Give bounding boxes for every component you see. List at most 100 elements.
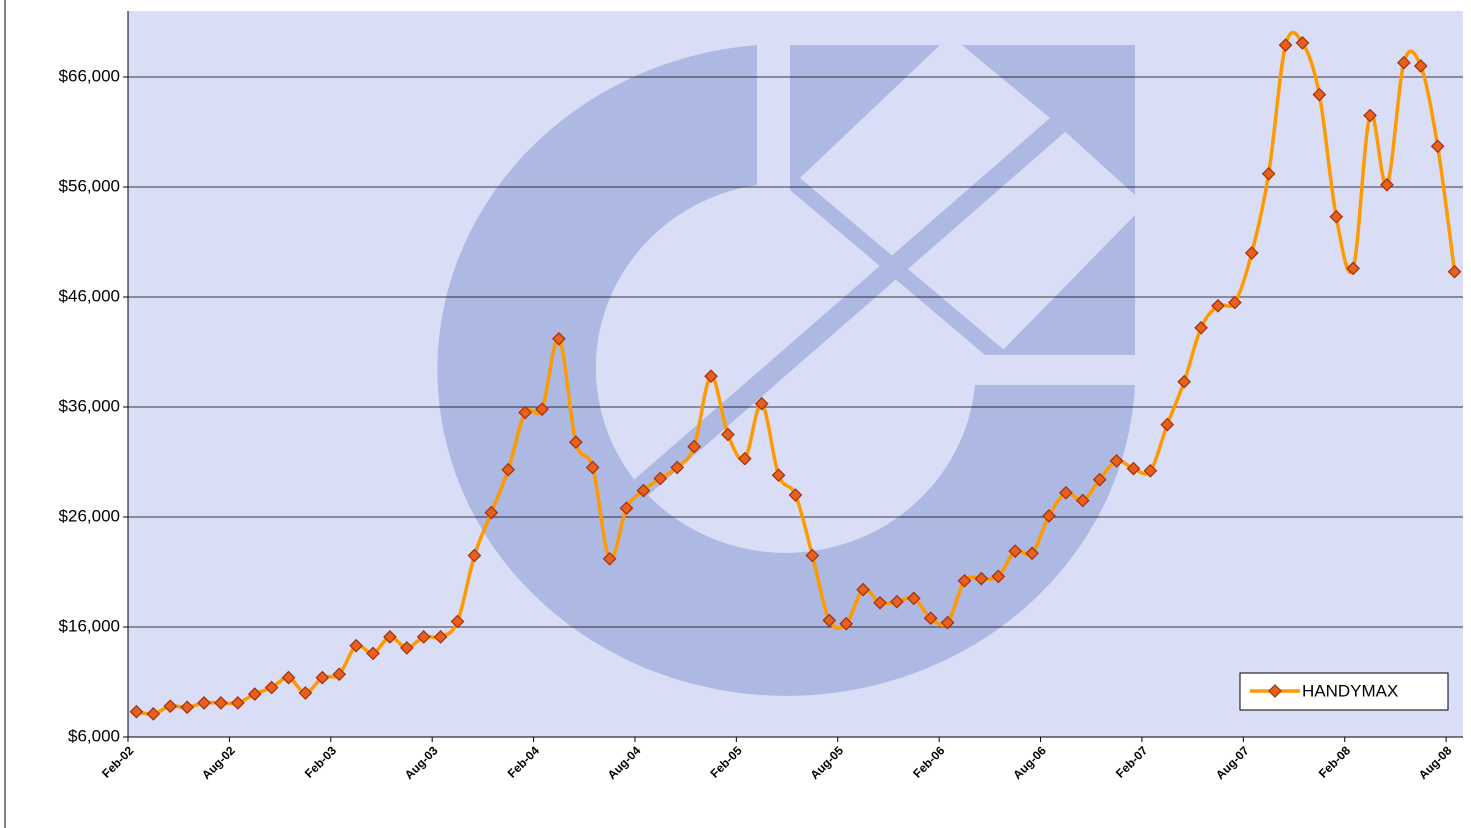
marker <box>568 435 583 450</box>
marker <box>670 460 685 475</box>
marker <box>1244 246 1259 260</box>
marker <box>1261 166 1276 181</box>
marker <box>906 591 921 606</box>
marker <box>450 614 465 629</box>
marker <box>1042 509 1056 523</box>
marker <box>163 699 178 714</box>
marker <box>281 670 296 685</box>
marker <box>940 615 955 630</box>
marker <box>129 704 144 719</box>
marker <box>1363 108 1377 123</box>
x-tick-label: Feb-06 <box>910 743 947 780</box>
marker <box>264 680 279 695</box>
marker <box>974 571 989 586</box>
marker <box>1228 295 1242 310</box>
marker <box>399 641 414 655</box>
marker <box>1447 264 1462 279</box>
marker <box>1413 59 1428 73</box>
marker <box>366 646 380 661</box>
marker <box>1295 36 1310 50</box>
marker <box>653 471 668 486</box>
marker <box>467 548 482 563</box>
x-tick-label: Feb-03 <box>302 743 339 780</box>
marker <box>146 707 161 721</box>
marker <box>856 582 870 597</box>
marker <box>197 696 211 710</box>
marker <box>1143 463 1158 478</box>
x-tick-label: Feb-08 <box>1316 743 1353 780</box>
x-tick-label: Aug-04 <box>605 743 644 782</box>
marker <box>1329 209 1344 224</box>
marker <box>416 630 431 644</box>
marker <box>1126 461 1141 476</box>
marker <box>619 501 634 516</box>
y-tick-label: $56,000 <box>59 176 120 195</box>
marker <box>1160 417 1175 432</box>
x-tick-label: Aug-08 <box>1416 743 1455 782</box>
x-tick-label: Aug-05 <box>807 743 846 782</box>
marker <box>602 551 617 566</box>
marker <box>923 611 938 626</box>
y-tick-label: $6,000 <box>68 726 120 745</box>
marker <box>585 460 600 475</box>
y-tick-label: $46,000 <box>59 286 120 305</box>
marker <box>771 468 786 483</box>
marker <box>332 667 347 682</box>
y-tick-label: $66,000 <box>59 66 120 85</box>
marker <box>687 439 701 454</box>
marker <box>433 630 448 644</box>
marker <box>298 686 313 700</box>
marker <box>484 505 499 520</box>
marker <box>315 670 330 685</box>
marker <box>518 405 532 420</box>
marker <box>890 594 904 609</box>
y-tick-label: $36,000 <box>59 396 120 415</box>
marker <box>957 573 972 588</box>
marker <box>1211 298 1225 313</box>
marker <box>839 616 854 631</box>
marker <box>1059 485 1073 500</box>
x-tick-label: Feb-02 <box>99 743 136 780</box>
marker <box>1194 320 1208 335</box>
legend-label: HANDYMAX <box>1302 681 1398 700</box>
marker <box>873 595 887 610</box>
marker <box>535 402 549 417</box>
x-tick-label: Feb-05 <box>707 743 744 780</box>
marker <box>737 451 752 466</box>
marker <box>501 462 516 477</box>
marker <box>1177 374 1192 389</box>
marker <box>214 696 228 710</box>
marker <box>1008 544 1023 558</box>
marker <box>788 488 803 502</box>
marker <box>991 569 1006 584</box>
x-tick-label: Aug-02 <box>199 743 238 782</box>
legend-marker <box>1268 684 1282 698</box>
marker <box>247 687 262 701</box>
marker <box>230 696 245 710</box>
marker <box>349 638 363 653</box>
marker <box>1312 87 1327 102</box>
marker <box>180 700 194 715</box>
marker <box>383 630 397 644</box>
marker <box>1346 261 1361 276</box>
watermark <box>437 45 1136 696</box>
x-tick-label: Feb-04 <box>505 743 542 780</box>
x-tick-label: Aug-03 <box>402 743 441 782</box>
marker <box>1109 454 1124 468</box>
x-tick-label: Aug-07 <box>1213 743 1252 782</box>
marker <box>1075 493 1090 508</box>
marker <box>754 396 769 411</box>
marker <box>1025 546 1039 561</box>
marker <box>704 369 718 384</box>
x-tick-label: Aug-06 <box>1010 743 1049 782</box>
y-tick-label: $26,000 <box>59 506 120 525</box>
marker <box>721 427 735 442</box>
marker <box>1092 472 1107 487</box>
y-tick-label: $16,000 <box>59 616 120 635</box>
marker <box>1278 38 1293 52</box>
marker <box>552 331 566 346</box>
marker <box>822 613 837 628</box>
marker <box>636 483 651 498</box>
marker <box>1430 139 1445 154</box>
